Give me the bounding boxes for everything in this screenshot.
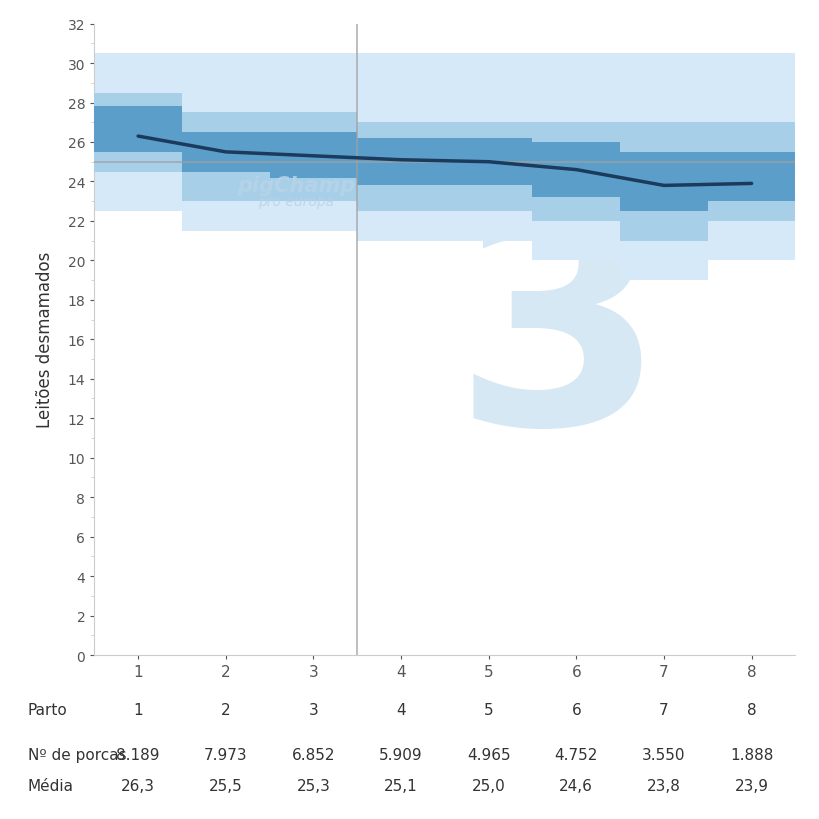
- Text: 2: 2: [220, 703, 230, 717]
- Text: Nº de porcas: Nº de porcas: [28, 747, 126, 762]
- Text: 23,9: 23,9: [734, 778, 767, 793]
- Bar: [94, 93, 182, 172]
- Bar: [182, 54, 269, 232]
- Text: 8: 8: [746, 703, 755, 717]
- Text: 1.888: 1.888: [729, 747, 772, 762]
- Text: 6: 6: [571, 703, 581, 717]
- Text: 4: 4: [396, 703, 405, 717]
- Bar: [532, 123, 619, 222]
- Bar: [619, 123, 707, 242]
- Text: 23,8: 23,8: [646, 778, 680, 793]
- Text: Média: Média: [28, 778, 74, 793]
- Bar: [445, 123, 532, 212]
- Bar: [94, 107, 182, 152]
- Bar: [707, 152, 794, 202]
- Bar: [182, 113, 269, 202]
- Bar: [269, 133, 357, 179]
- Bar: [532, 54, 619, 261]
- Text: 5.909: 5.909: [378, 747, 423, 762]
- Bar: [94, 54, 182, 212]
- Bar: [619, 54, 707, 281]
- Bar: [357, 139, 444, 186]
- Text: 6.852: 6.852: [292, 747, 335, 762]
- Y-axis label: Leitões desmamados: Leitões desmamados: [35, 251, 53, 428]
- Bar: [619, 152, 707, 212]
- Text: 1: 1: [133, 703, 143, 717]
- Text: 26,3: 26,3: [121, 778, 155, 793]
- Bar: [445, 139, 532, 186]
- Text: 7: 7: [658, 703, 668, 717]
- Text: 7.973: 7.973: [204, 747, 247, 762]
- Text: 4.965: 4.965: [466, 747, 510, 762]
- Text: 3.550: 3.550: [641, 747, 685, 762]
- Text: pro europa: pro europa: [257, 195, 333, 209]
- Text: 24,6: 24,6: [559, 778, 592, 793]
- Text: 8.189: 8.189: [116, 747, 160, 762]
- Bar: [707, 54, 794, 261]
- Text: 5: 5: [483, 703, 493, 717]
- Text: 4.752: 4.752: [554, 747, 597, 762]
- Text: Parto: Parto: [28, 703, 67, 717]
- Bar: [532, 143, 619, 198]
- Bar: [357, 123, 444, 212]
- Text: pigChamp: pigChamp: [237, 176, 355, 197]
- Bar: [269, 54, 357, 232]
- Bar: [182, 133, 269, 172]
- Text: 3: 3: [308, 703, 318, 717]
- Text: 25,5: 25,5: [209, 778, 242, 793]
- Bar: [707, 123, 794, 222]
- Bar: [269, 113, 357, 202]
- Bar: [445, 54, 532, 242]
- Bar: [357, 54, 444, 242]
- Text: 25,0: 25,0: [471, 778, 505, 793]
- Text: 25,3: 25,3: [296, 778, 330, 793]
- Text: 25,1: 25,1: [383, 778, 418, 793]
- Text: 3: 3: [452, 192, 664, 488]
